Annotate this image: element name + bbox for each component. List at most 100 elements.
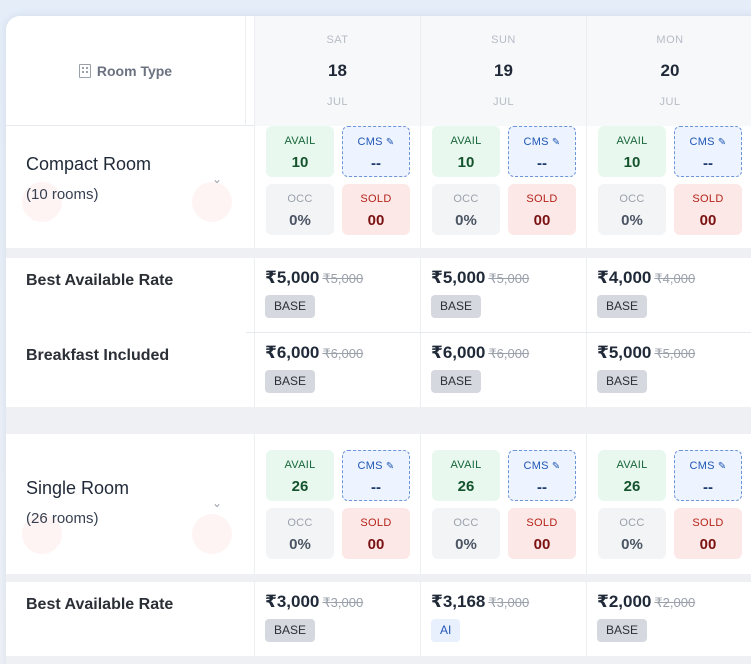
avail-value: 10 [457,154,475,171]
base-badge: BASE [431,370,482,393]
row-separator [6,248,751,258]
cms-tile[interactable]: CMS ✎ -- [342,126,410,177]
rate-original-price: ₹3,000 [322,595,364,610]
rate-original-price: ₹6,000 [488,346,530,361]
sold-label: SOLD [526,517,558,529]
rate-cell[interactable]: ₹6,000 ₹6,000 BASE [420,333,586,407]
rate-price: ₹5,000 [597,343,652,362]
pencil-icon[interactable]: ✎ [717,137,727,148]
rate-row-breakfast[interactable]: Breakfast Included [6,333,246,407]
avail-value: 10 [291,154,309,171]
occ-value: 0% [289,536,311,553]
sold-value: 00 [699,536,717,553]
rate-price: ₹6,000 [265,343,320,362]
base-badge: BASE [265,619,316,642]
day-of-week: SAT [326,34,349,46]
rate-name: Best Available Rate [26,596,174,613]
pencil-icon[interactable]: ✎ [385,461,395,472]
cms-value: -- [371,479,381,496]
avail-value: 10 [623,154,641,171]
rate-cell[interactable]: ₹5,000 ₹5,000 BASE [254,258,420,332]
day-header-mon: MON 20 JUL [586,16,751,126]
ai-badge: AI [431,619,461,642]
occ-value: 0% [455,536,477,553]
cms-label: CMS [689,136,715,148]
cms-tile[interactable]: CMS ✎ -- [508,450,576,501]
pencil-icon[interactable]: ✎ [385,137,395,148]
day-of-week: SUN [491,34,516,46]
room-day-cell: AVAIL 10 CMS ✎ -- OCC 0% SOLD 00 [586,126,751,248]
avail-tile: AVAIL 26 [598,450,666,501]
pencil-icon[interactable]: ✎ [551,137,561,148]
pencil-icon[interactable]: ✎ [717,461,727,472]
sold-value: 00 [367,536,385,553]
occ-tile: OCC 0% [598,508,666,559]
rate-original-price: ₹6,000 [322,346,364,361]
room-day-cell: AVAIL 26 CMS ✎ -- OCC 0% SOLD 00 [420,434,586,574]
occ-tile: OCC 0% [432,508,500,559]
room-type-header: Room Type [6,16,246,126]
sold-value: 00 [367,212,385,229]
cms-label: CMS [357,136,383,148]
occ-value: 0% [621,536,643,553]
avail-label: AVAIL [450,135,482,147]
day-number: 18 [328,61,347,80]
sold-tile: SOLD 00 [342,184,410,235]
cms-label: CMS [523,136,549,148]
cms-tile[interactable]: CMS ✎ -- [674,450,742,501]
avail-label: AVAIL [450,459,482,471]
chevron-down-icon[interactable]: ⌄ [212,496,223,510]
cms-tile[interactable]: CMS ✎ -- [674,126,742,177]
occ-tile: OCC 0% [432,184,500,235]
row-separator [6,656,751,664]
cms-tile[interactable]: CMS ✎ -- [342,450,410,501]
avail-tile: AVAIL 10 [598,126,666,177]
rate-cell[interactable]: ₹3,000 ₹3,000 BASE [254,582,420,656]
sold-label: SOLD [692,193,724,205]
rate-cell[interactable]: ₹4,000 ₹4,000 BASE [586,258,751,332]
rate-name: Best Available Rate [26,272,174,289]
cms-label: CMS [689,460,715,472]
rate-original-price: ₹5,000 [322,271,364,286]
rate-price: ₹3,000 [265,592,320,611]
avail-label: AVAIL [616,459,648,471]
room-day-cell: AVAIL 10 CMS ✎ -- OCC 0% SOLD 00 [420,126,586,248]
rate-original-price: ₹2,000 [654,595,696,610]
sold-tile: SOLD 00 [674,508,742,559]
rate-cell[interactable]: ₹5,000 ₹5,000 BASE [586,333,751,407]
rate-cell[interactable]: ₹5,000 ₹5,000 BASE [420,258,586,332]
pencil-icon[interactable]: ✎ [551,461,561,472]
day-of-week: MON [656,34,684,46]
cms-label: CMS [523,460,549,472]
room-row-single[interactable]: Single Room (26 rooms) ⌄ [6,434,246,574]
rate-row-bar[interactable]: Best Available Rate [6,258,246,332]
day-month: JUL [326,96,349,108]
occ-value: 0% [455,212,477,229]
occ-tile: OCC 0% [266,508,334,559]
room-name: Single Room [26,478,130,498]
chevron-down-icon[interactable]: ⌄ [212,172,223,186]
occ-tile: OCC 0% [598,184,666,235]
day-month: JUL [659,96,681,108]
room-row-compact[interactable]: Compact Room (10 rooms) ⌄ [6,126,246,248]
base-badge: BASE [597,370,648,393]
cms-tile[interactable]: CMS ✎ -- [508,126,576,177]
sold-label: SOLD [526,193,558,205]
rate-row-bar[interactable]: Best Available Rate [6,582,246,656]
sold-value: 00 [533,536,551,553]
sold-label: SOLD [360,517,392,529]
cms-value: -- [537,479,547,496]
building-icon [78,64,91,78]
occ-tile: OCC 0% [266,184,334,235]
rate-price: ₹2,000 [597,592,652,611]
rate-cell[interactable]: ₹6,000 ₹6,000 BASE [254,333,420,407]
rate-cell[interactable]: ₹2,000 ₹2,000 BASE [586,582,751,656]
avail-tile: AVAIL 10 [266,126,334,177]
avail-tile: AVAIL 26 [432,450,500,501]
avail-tile: AVAIL 10 [432,126,500,177]
room-day-cell: AVAIL 10 CMS ✎ -- OCC 0% SOLD 00 [254,126,420,248]
rate-cell[interactable]: ₹3,168 ₹3,000 AI [420,582,586,656]
rate-price: ₹6,000 [431,343,486,362]
room-type-label: Room Type [96,63,173,79]
room-count: (10 rooms) [26,186,99,203]
